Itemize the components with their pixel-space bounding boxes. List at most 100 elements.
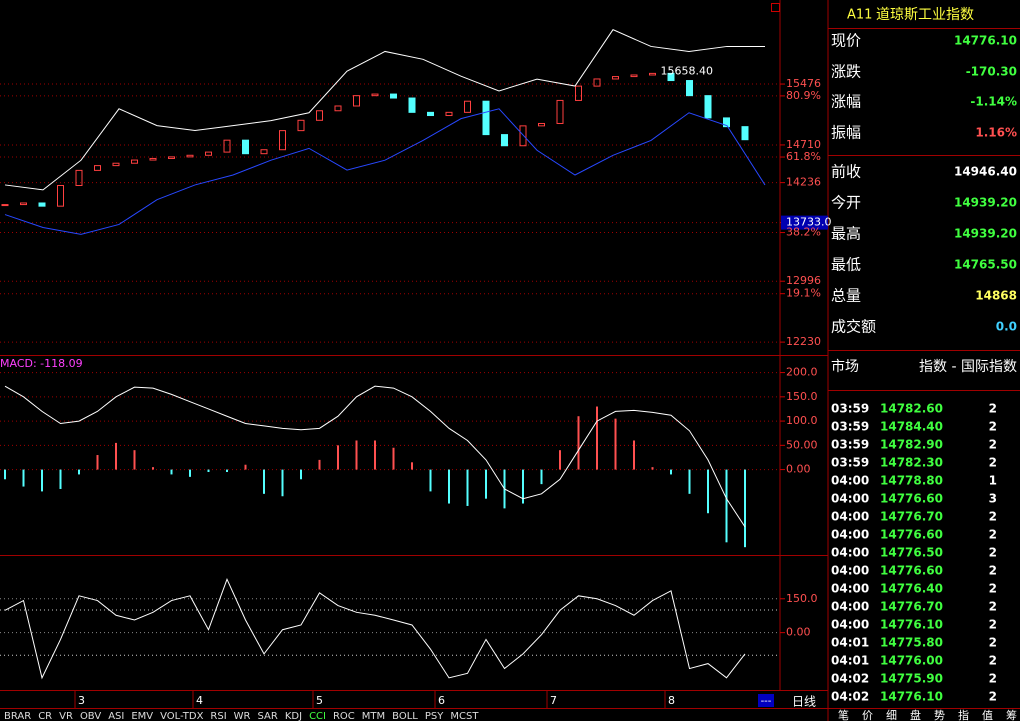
indicator-tab[interactable]: ASI (108, 711, 124, 721)
quote-value: 1.16% (975, 126, 1017, 140)
indicator-tab[interactable]: ROC (333, 711, 355, 721)
date-label: 4 (196, 694, 203, 707)
y-tick-label: 150.0 (786, 390, 818, 403)
candle (686, 80, 693, 97)
indicator-tab[interactable]: BRAR (4, 711, 31, 721)
trade-price: 14784.40 (880, 420, 943, 434)
indicator-tab[interactable]: CR (38, 711, 52, 721)
candle (168, 156, 175, 159)
candle (538, 122, 545, 127)
side-tab[interactable]: 筹 (1006, 708, 1017, 721)
trade-time: 04:00 (831, 528, 869, 542)
quote-value: 14939.20 (954, 196, 1017, 210)
indicator-tab[interactable]: OBV (80, 711, 101, 721)
indicator-tab[interactable]: PSY (425, 711, 444, 721)
candle (408, 97, 416, 113)
line-lower (4, 108, 766, 235)
quote-label: 现价 (831, 32, 861, 50)
y-tick-label: 100.0 (786, 414, 818, 427)
side-tab[interactable]: 盘 (910, 708, 921, 721)
trade-volume: 2 (989, 528, 997, 542)
candle (482, 100, 490, 136)
maximize-box[interactable] (771, 3, 780, 12)
indicator-tab[interactable]: EMV (131, 711, 153, 721)
side-tab[interactable]: 值 (982, 709, 993, 721)
trade-volume: 3 (989, 492, 997, 506)
trade-price: 14776.60 (880, 564, 943, 578)
candle (464, 100, 471, 113)
quote-value: 14765.50 (954, 258, 1017, 272)
indicator-tab[interactable]: MCST (450, 711, 479, 721)
trade-volume: 2 (989, 456, 997, 470)
side-tab[interactable]: 指 (958, 708, 969, 721)
candle (667, 72, 675, 82)
candle (371, 93, 379, 97)
trade-volume: 2 (989, 564, 997, 578)
quote-label: 总量 (831, 287, 861, 305)
indicator-tab[interactable]: SAR (258, 711, 278, 721)
y-tick-label: 12996 (786, 274, 821, 287)
side-tab[interactable]: 细 (886, 709, 897, 721)
date-label: 5 (316, 694, 323, 707)
line-cci (4, 578, 746, 680)
period[interactable]: 日线 (792, 695, 816, 709)
y-tick-label: 0.00 (786, 463, 811, 476)
trade-volume: 2 (989, 636, 997, 650)
quote-label: 涨幅 (831, 93, 861, 111)
candle (223, 139, 231, 153)
y-tick-label: 50.00 (786, 438, 818, 451)
candle (242, 139, 249, 155)
date-label: 6 (438, 694, 445, 707)
y-tick-label: 14710 (786, 138, 821, 151)
quote-value: 0.0 (996, 320, 1017, 334)
trade-time: 04:02 (831, 690, 869, 704)
candle (575, 85, 582, 101)
trade-time: 03:59 (831, 438, 869, 452)
trade-time: 03:59 (831, 456, 869, 470)
quote-value: 14776.10 (954, 34, 1017, 48)
scroll[interactable]: --- (761, 696, 772, 707)
candle (519, 125, 527, 147)
candle (57, 184, 64, 207)
current-price-box (781, 215, 828, 230)
trade-volume: 2 (989, 546, 997, 560)
quote-value: 14946.40 (954, 165, 1017, 179)
scroll-box[interactable] (758, 694, 774, 707)
candle (334, 105, 342, 112)
macd-label: MACD: -118.09 (0, 357, 83, 370)
side-tab[interactable]: 势 (934, 709, 945, 721)
indicator-tab[interactable]: KDJ (285, 711, 302, 721)
trade-time: 04:02 (831, 672, 869, 686)
quote-value: 14868 (975, 289, 1017, 303)
quote-value: 14939.20 (954, 227, 1017, 241)
high-annotation: 15658.40 (661, 64, 714, 77)
candle (353, 95, 360, 107)
trade-time: 04:01 (831, 636, 869, 650)
trade-volume: 2 (989, 582, 997, 596)
symbol-name: 道琼斯工业指数 (876, 7, 974, 23)
y-tick-label: 12230 (786, 335, 821, 348)
side-tab[interactable]: 笔 (838, 708, 849, 721)
trade-price: 14775.80 (880, 636, 943, 650)
candle (593, 78, 601, 87)
side-tab[interactable]: 价 (862, 709, 873, 721)
indicator-tab[interactable]: WR (234, 711, 251, 721)
indicator-tab[interactable]: VR (59, 711, 73, 721)
candle (556, 99, 564, 124)
trade-time: 04:00 (831, 618, 869, 632)
trade-time: 03:59 (831, 402, 869, 416)
date-label: 3 (78, 694, 85, 707)
trade-price: 14776.50 (880, 546, 943, 560)
trade-volume: 2 (989, 672, 997, 686)
candle (20, 202, 27, 206)
indicator-tab[interactable]: BOLL (392, 711, 418, 721)
indicator-tab[interactable]: MTM (362, 711, 385, 721)
market-label: 市场 (831, 358, 859, 375)
trade-price: 14776.60 (880, 528, 943, 542)
indicator-tab[interactable]: CCI (309, 711, 326, 721)
indicator-tab[interactable]: VOL-TDX (160, 711, 203, 721)
indicator-tab[interactable]: RSI (210, 711, 226, 721)
quote-label: 最高 (831, 225, 861, 243)
candle (612, 76, 619, 80)
